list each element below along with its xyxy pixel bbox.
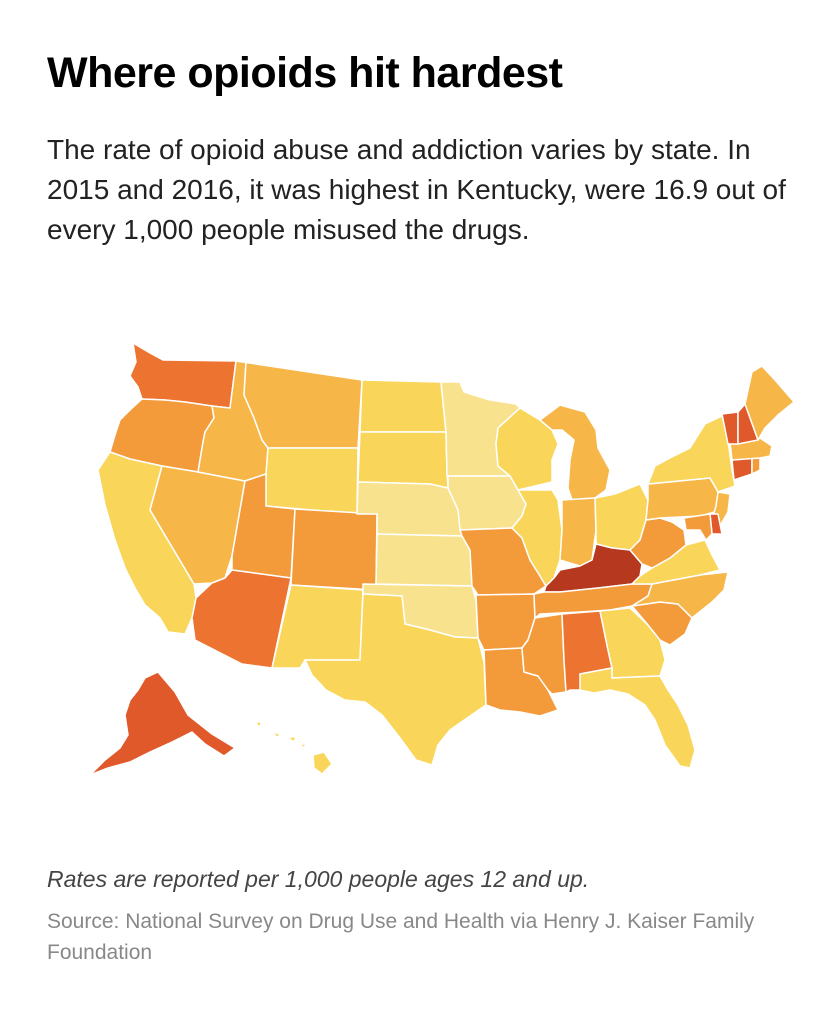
state-connecticut xyxy=(731,457,753,481)
state-wisconsin xyxy=(495,407,559,491)
state-indiana xyxy=(559,497,597,567)
chart-title: Where opioids hit hardest xyxy=(47,49,563,97)
state-georgia xyxy=(599,607,666,679)
state-maine xyxy=(744,365,795,441)
state-wyoming xyxy=(265,447,359,515)
state-south-dakota xyxy=(357,431,449,489)
state-illinois xyxy=(511,489,563,587)
state-texas xyxy=(304,593,487,766)
state-washington xyxy=(129,342,237,409)
state-rhode-island xyxy=(751,457,761,475)
chart-subtitle: The rate of opioid abuse and addiction v… xyxy=(47,134,786,245)
us-choropleth-map xyxy=(89,342,795,776)
source-credit: Source: National Survey on Drug Use and … xyxy=(47,910,755,964)
state-maryland xyxy=(683,513,713,541)
state-arizona xyxy=(191,569,292,669)
state-shapes xyxy=(89,342,795,776)
state-colorado xyxy=(290,508,378,591)
state-new-york xyxy=(647,415,736,493)
state-virginia xyxy=(631,539,721,585)
state-alaska xyxy=(89,671,236,776)
state-hawaii xyxy=(254,721,333,775)
state-kansas xyxy=(375,533,473,587)
rates-footnote: Rates are reported per 1,000 people ages… xyxy=(47,866,590,892)
state-north-dakota xyxy=(359,379,447,433)
state-west-virginia xyxy=(629,517,687,569)
state-florida xyxy=(579,667,696,769)
